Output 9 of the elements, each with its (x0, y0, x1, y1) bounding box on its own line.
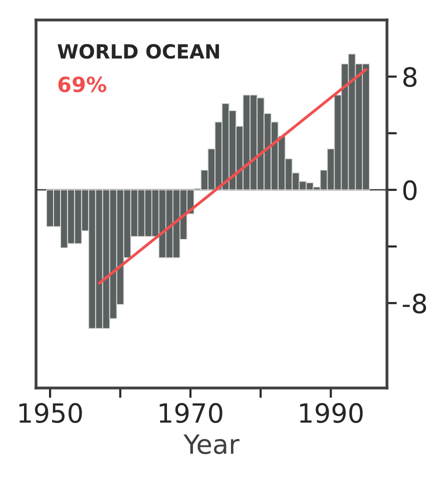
x-tick-label: 1970 (160, 403, 222, 424)
x-axis-title: Year (184, 434, 240, 454)
x-tick-label: 1950 (19, 403, 82, 424)
y-tick-label: 8 (403, 67, 417, 88)
text: 69% (58, 76, 106, 92)
y-tick-label: 0 (403, 180, 417, 200)
text: WORLD OCEAN (58, 44, 219, 59)
x-tick-label: 1990 (300, 403, 363, 424)
y-tick-label: -8 (402, 294, 426, 314)
